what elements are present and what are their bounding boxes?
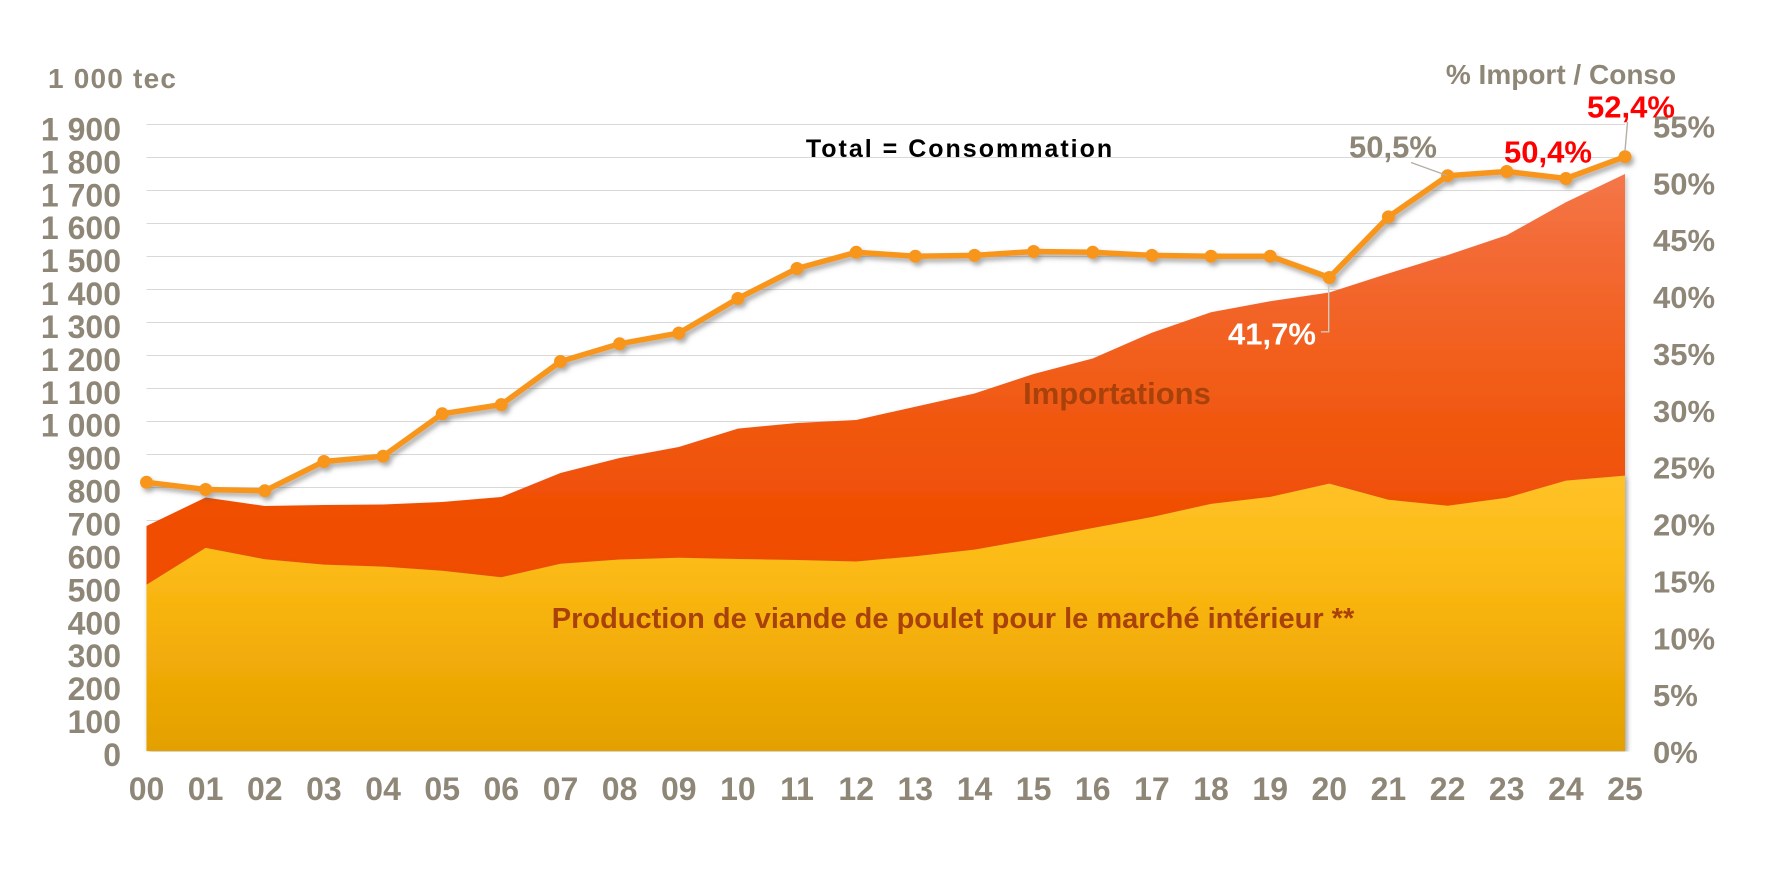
svg-text:50,4%: 50,4% <box>1504 135 1592 170</box>
svg-text:50%: 50% <box>1653 166 1715 201</box>
svg-text:1 600: 1 600 <box>41 210 121 246</box>
svg-text:800: 800 <box>68 474 121 510</box>
svg-text:200: 200 <box>68 671 121 707</box>
svg-text:Importations: Importations <box>1023 376 1211 411</box>
svg-text:1 500: 1 500 <box>41 243 121 279</box>
svg-text:03: 03 <box>306 771 342 807</box>
svg-text:13: 13 <box>898 771 934 807</box>
svg-text:05: 05 <box>424 771 460 807</box>
svg-text:700: 700 <box>68 507 121 543</box>
svg-text:300: 300 <box>68 638 121 674</box>
svg-text:06: 06 <box>484 771 520 807</box>
svg-text:100: 100 <box>68 704 121 740</box>
svg-text:23: 23 <box>1489 771 1525 807</box>
svg-text:1 200: 1 200 <box>41 342 121 378</box>
svg-text:19: 19 <box>1252 771 1288 807</box>
svg-text:18: 18 <box>1193 771 1229 807</box>
svg-text:20%: 20% <box>1653 508 1715 543</box>
svg-text:1 800: 1 800 <box>41 144 121 180</box>
svg-text:50,5%: 50,5% <box>1349 130 1437 165</box>
svg-text:Production de viande de poulet: Production de viande de poulet pour le m… <box>552 603 1355 635</box>
svg-text:22: 22 <box>1430 771 1466 807</box>
svg-text:12: 12 <box>838 771 874 807</box>
svg-text:55%: 55% <box>1653 109 1715 144</box>
svg-text:0%: 0% <box>1653 735 1698 770</box>
svg-text:900: 900 <box>68 441 121 477</box>
svg-text:Total = Consommation: Total = Consommation <box>806 135 1114 163</box>
svg-text:24: 24 <box>1548 771 1584 807</box>
svg-text:600: 600 <box>68 539 121 575</box>
svg-text:08: 08 <box>602 771 638 807</box>
svg-text:1 100: 1 100 <box>41 375 121 411</box>
svg-text:1 000 tec: 1 000 tec <box>48 63 177 94</box>
svg-text:400: 400 <box>68 605 121 641</box>
svg-text:25: 25 <box>1607 771 1643 807</box>
svg-text:11: 11 <box>780 771 814 807</box>
svg-text:0: 0 <box>103 737 121 773</box>
svg-text:1 300: 1 300 <box>41 309 121 345</box>
svg-text:15%: 15% <box>1653 564 1715 599</box>
svg-text:% Import / Conso: % Import / Conso <box>1446 59 1676 90</box>
svg-text:25%: 25% <box>1653 451 1715 486</box>
svg-text:40%: 40% <box>1653 280 1715 315</box>
svg-text:52,4%: 52,4% <box>1587 90 1675 125</box>
svg-text:16: 16 <box>1075 771 1111 807</box>
svg-text:07: 07 <box>543 771 579 807</box>
svg-text:02: 02 <box>247 771 283 807</box>
svg-text:10%: 10% <box>1653 621 1715 656</box>
svg-text:30%: 30% <box>1653 394 1715 429</box>
svg-text:1 900: 1 900 <box>41 111 121 147</box>
svg-text:1 700: 1 700 <box>41 177 121 213</box>
svg-text:500: 500 <box>68 572 121 608</box>
svg-text:10: 10 <box>720 771 756 807</box>
svg-text:17: 17 <box>1134 771 1170 807</box>
svg-text:5%: 5% <box>1653 678 1698 713</box>
svg-text:45%: 45% <box>1653 223 1715 258</box>
svg-text:15: 15 <box>1016 771 1052 807</box>
svg-text:20: 20 <box>1312 771 1348 807</box>
svg-text:1 400: 1 400 <box>41 276 121 312</box>
svg-text:09: 09 <box>661 771 697 807</box>
svg-text:41,7%: 41,7% <box>1228 317 1316 352</box>
svg-text:21: 21 <box>1371 771 1407 807</box>
svg-text:01: 01 <box>188 771 224 807</box>
svg-text:1 000: 1 000 <box>41 408 121 444</box>
svg-text:00: 00 <box>129 771 165 807</box>
svg-text:35%: 35% <box>1653 337 1715 372</box>
svg-text:14: 14 <box>957 771 993 807</box>
svg-text:04: 04 <box>365 771 401 807</box>
